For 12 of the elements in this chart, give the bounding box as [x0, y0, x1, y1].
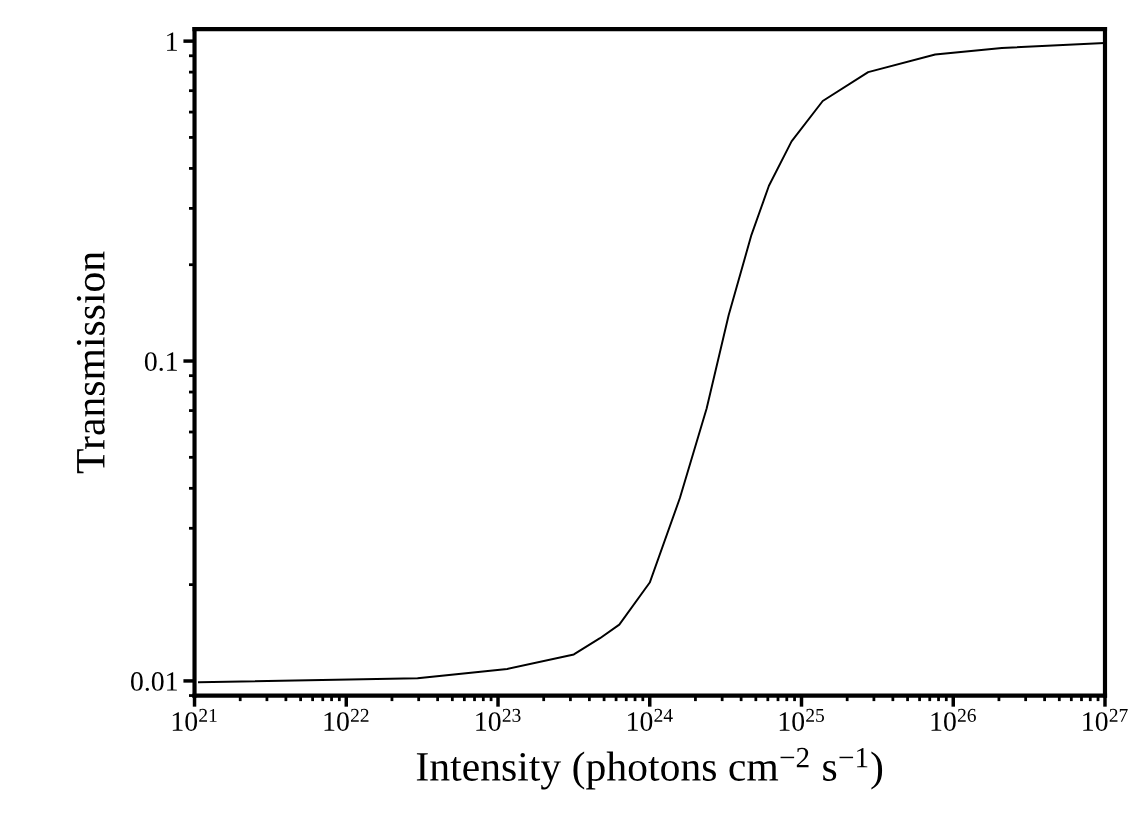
x-tick-label: 10$^{27}$ — [1083, 708, 1128, 731]
y-tick-label: 0.1 — [144, 352, 177, 372]
x-tick-label: 10$^{22}$ — [324, 708, 369, 731]
x-tick-label: 10$^{23}$ — [476, 708, 521, 731]
y-tick-label: 0.01 — [131, 672, 177, 691]
x-axis-title: Intensity (photons cm$^{−2}$ s$^{−1}$) — [416, 747, 883, 790]
y-axis-title: Transmission — [76, 251, 105, 474]
x-tick-label: 10$^{26}$ — [931, 708, 976, 731]
x-tick-label: 10$^{24}$ — [628, 708, 673, 731]
x-tick-label: 10$^{21}$ — [172, 708, 217, 731]
y-tick-label: 1 — [167, 32, 177, 51]
x-tick-label: 10$^{25}$ — [779, 708, 825, 731]
